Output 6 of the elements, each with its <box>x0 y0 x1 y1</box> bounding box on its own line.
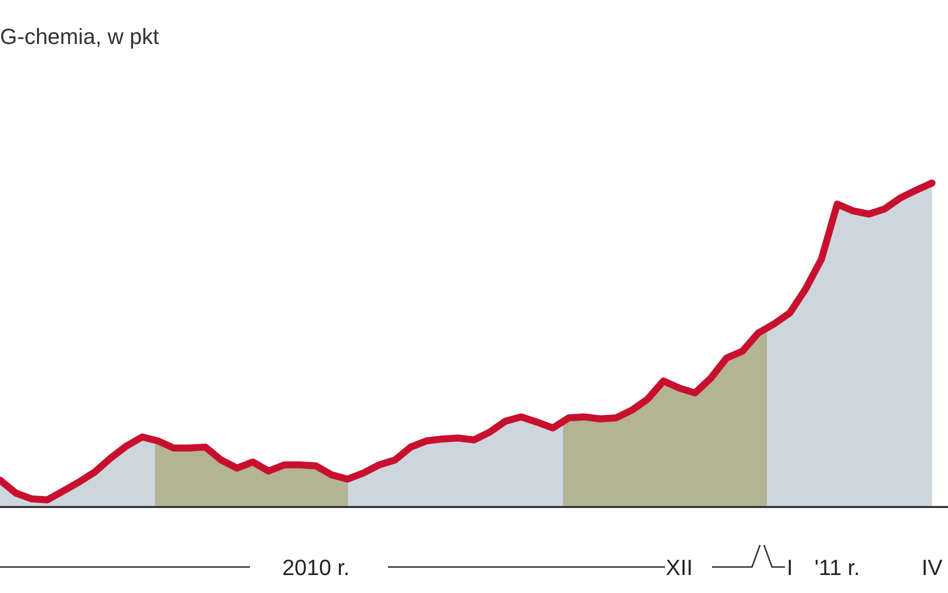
x-tick-label: '11 r. <box>814 555 860 580</box>
x-tick-label: I <box>786 555 793 580</box>
chart-title: G-chemia, w pkt <box>0 24 159 49</box>
x-tick-label: IV <box>922 555 943 580</box>
x-tick-label: 2010 r. <box>282 555 350 580</box>
x-tick-label: XII <box>666 555 693 580</box>
